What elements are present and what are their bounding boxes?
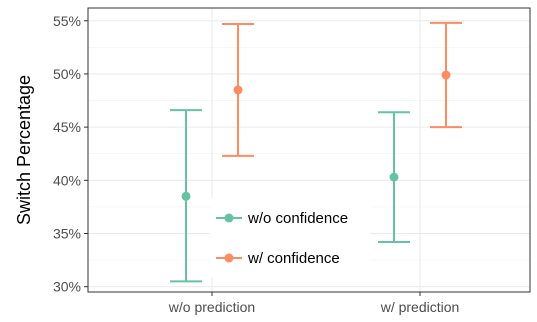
axes: 30% 35% 40% 45% 50% 55% w/o prediction w/ predi… — [53, 13, 459, 315]
legend-key-point — [224, 253, 234, 263]
y-tick-label: 40% — [53, 172, 81, 188]
data-marks — [170, 21, 462, 283]
y-axis-title: Switch Percentage — [14, 75, 34, 225]
y-tick-label: 55% — [53, 13, 81, 29]
y-tick-label: 45% — [53, 119, 81, 135]
y-tick-label: 30% — [53, 279, 81, 295]
legend: w/o confidence w/ confidence — [210, 198, 370, 278]
data-point — [181, 191, 191, 201]
data-point — [233, 85, 243, 95]
data-point — [441, 70, 451, 80]
grid — [88, 8, 530, 292]
legend-label: w/o confidence — [247, 210, 348, 227]
x-tick-label: w/o prediction — [168, 299, 255, 315]
y-tick-label: 50% — [53, 66, 81, 82]
x-tick-label: w/ prediction — [380, 299, 460, 315]
plot-border — [87, 7, 531, 293]
legend-background — [210, 198, 370, 278]
y-tick-label: 35% — [53, 225, 81, 241]
legend-label: w/ confidence — [247, 250, 340, 267]
legend-key-point — [224, 213, 234, 223]
data-point — [389, 172, 399, 182]
